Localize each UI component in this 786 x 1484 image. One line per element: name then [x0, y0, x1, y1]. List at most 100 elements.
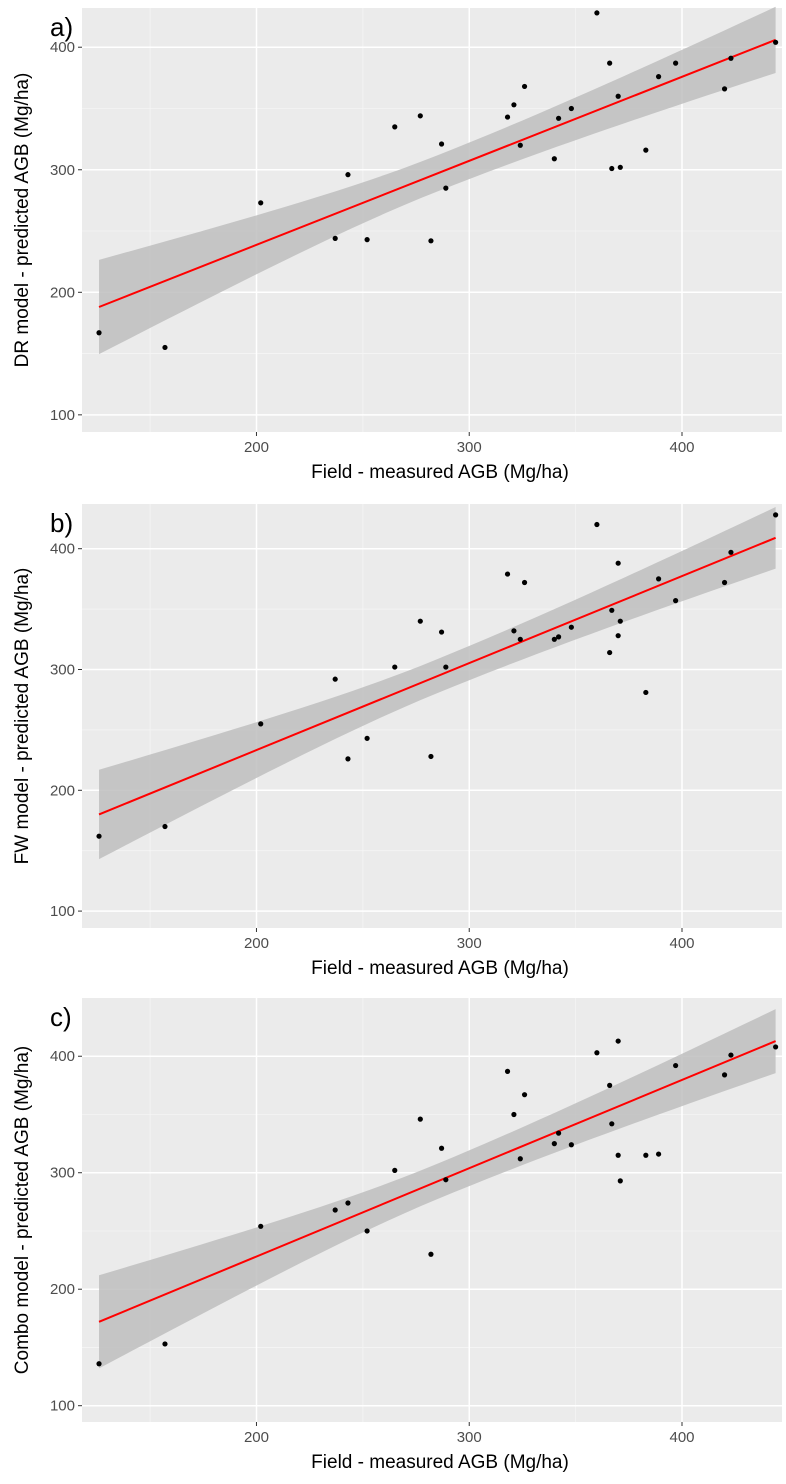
y-tick-label: 100 — [50, 407, 75, 424]
data-point — [517, 1156, 523, 1162]
chart-svg-a: 200 300 400 100 200 300 400 Field - measured AG… — [12, 6, 782, 483]
data-point — [617, 1178, 623, 1184]
x-tick-label: 200 — [244, 1429, 269, 1446]
data-point — [162, 344, 168, 351]
data-point — [615, 633, 621, 639]
data-point — [521, 83, 528, 90]
x-axis-title: Field - measured AGB (Mg/ha) — [311, 958, 569, 979]
data-point — [551, 156, 557, 162]
data-point — [568, 105, 574, 112]
data-point — [607, 1082, 613, 1088]
data-point — [728, 1052, 734, 1058]
data-point — [332, 676, 338, 682]
chart-svg-b: 200 300 400 100 200 300 400 Field - measured AG… — [12, 504, 782, 979]
data-point — [96, 330, 102, 336]
data-point — [332, 235, 338, 241]
data-point — [555, 634, 562, 640]
data-point — [609, 1121, 615, 1127]
x-axis-title: Field - measured AGB (Mg/ha) — [311, 1452, 569, 1473]
data-point — [364, 237, 370, 243]
y-tick-label: 400 — [50, 39, 75, 56]
x-tick-label: 300 — [457, 439, 482, 456]
data-point — [443, 1177, 449, 1183]
data-point — [673, 60, 679, 66]
x-axis-title: Field - measured AGB (Mg/ha) — [311, 462, 569, 483]
y-tick-label: 300 — [50, 1165, 75, 1182]
data-point — [655, 1151, 662, 1157]
panel-label: c) — [50, 1002, 72, 1032]
data-point — [615, 93, 621, 99]
y-tick-label: 200 — [50, 782, 75, 799]
data-point — [773, 39, 779, 45]
x-tick-label: 200 — [244, 439, 269, 456]
data-point — [345, 756, 351, 762]
chart-panel-b: 200 300 400 100 200 300 400 Field - measured AG… — [0, 496, 786, 990]
chart-panel-a: 200 300 400 100 200 300 400 Field - measured AG… — [0, 0, 786, 494]
data-point — [655, 74, 662, 80]
data-point — [615, 1152, 621, 1158]
data-point — [655, 576, 662, 582]
data-point — [96, 833, 102, 839]
data-point — [428, 753, 434, 760]
data-point — [511, 628, 517, 634]
regression-line — [98, 536, 776, 816]
x-tick-label: 400 — [669, 935, 694, 952]
x-tick-label: 300 — [457, 935, 482, 952]
data-point — [521, 579, 528, 586]
confidence-band — [99, 507, 776, 860]
data-point — [643, 689, 649, 696]
data-point — [673, 1062, 679, 1069]
data-point — [417, 113, 423, 119]
data-point — [728, 55, 734, 61]
data-point — [417, 618, 423, 624]
data-point — [258, 721, 264, 727]
y-axis-title: Combo model - predicted AGB (Mg/ha) — [12, 1046, 33, 1374]
y-tick-label: 300 — [50, 661, 75, 678]
data-point — [555, 115, 562, 121]
confidence-band — [99, 1009, 776, 1369]
data-point — [364, 1228, 370, 1234]
panel-label: a) — [50, 12, 73, 42]
chart-svg-c: 200 300 400 100 200 300 400 Field - measured AG… — [12, 998, 782, 1473]
data-point — [615, 560, 621, 566]
data-point — [615, 1038, 621, 1044]
data-point — [673, 598, 679, 604]
data-point — [392, 664, 398, 670]
data-point — [721, 1072, 728, 1078]
data-point — [417, 1116, 423, 1122]
x-tick-label: 400 — [669, 1429, 694, 1446]
data-point — [332, 1207, 338, 1213]
data-point — [609, 165, 615, 172]
data-point — [438, 141, 445, 147]
y-axis-title: FW model - predicted AGB (Mg/ha) — [12, 568, 33, 865]
data-point — [773, 1044, 779, 1050]
data-point — [443, 664, 449, 670]
data-point — [443, 185, 449, 191]
data-point — [511, 102, 517, 108]
data-point — [609, 607, 615, 613]
y-tick-label: 100 — [50, 903, 75, 920]
data-point — [721, 579, 728, 586]
data-point — [594, 1050, 600, 1056]
data-point — [428, 238, 434, 244]
x-tick-label: 400 — [669, 439, 694, 456]
data-point — [96, 1361, 102, 1367]
data-point — [392, 1167, 398, 1173]
data-point — [517, 142, 523, 148]
data-point — [555, 1130, 562, 1136]
data-point — [438, 1145, 445, 1151]
data-point — [438, 629, 445, 635]
data-point — [594, 10, 600, 16]
y-tick-label: 200 — [50, 284, 75, 301]
y-tick-label: 300 — [50, 162, 75, 179]
data-point — [162, 1341, 168, 1347]
data-point — [551, 636, 557, 642]
y-tick-label: 200 — [50, 1281, 75, 1298]
data-point — [594, 521, 600, 528]
data-point — [162, 823, 168, 830]
data-point — [728, 549, 734, 555]
data-point — [504, 1068, 511, 1074]
data-point — [258, 200, 264, 206]
x-tick-label: 200 — [244, 935, 269, 952]
data-point — [643, 1152, 649, 1158]
